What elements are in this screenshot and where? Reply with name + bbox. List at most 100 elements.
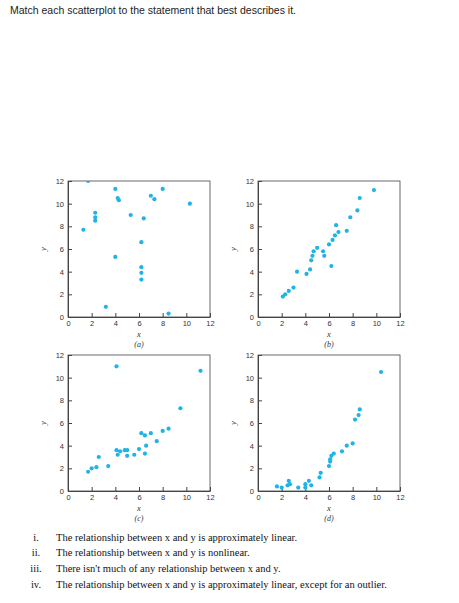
point: [114, 364, 118, 368]
point: [142, 216, 146, 220]
panel-caption: (d): [324, 514, 334, 523]
x-tick: 12: [396, 487, 404, 502]
statement-text: The relationship between x and y is appr…: [56, 532, 297, 543]
x-tick-mark: [329, 487, 330, 491]
points: [275, 370, 383, 490]
y-tick-mark: [68, 249, 72, 250]
y-tick-mark: [258, 400, 262, 401]
point: [332, 452, 336, 456]
point: [275, 484, 279, 488]
x-tick-label: 2: [90, 319, 94, 328]
x-tick-mark: [210, 487, 211, 491]
y-tick-mark: [68, 468, 72, 469]
y-tick-label: 6: [250, 245, 254, 254]
panel: 024681012024681012x(b)y: [228, 177, 405, 349]
y-tick: 0: [60, 487, 72, 496]
point: [113, 255, 117, 259]
x-tick-label: 4: [304, 319, 308, 328]
point: [94, 465, 98, 469]
x-tick-label: 4: [114, 493, 118, 502]
y-tick-mark: [258, 491, 262, 492]
point: [379, 370, 383, 374]
point: [178, 406, 182, 410]
y-tick-label: 8: [60, 222, 64, 231]
y-tick: 0: [250, 313, 262, 322]
statement-text: The relationship between x and y is appr…: [56, 579, 387, 590]
panel: 024681012024681012x(a)y: [38, 177, 215, 349]
y-tick-mark: [258, 226, 262, 227]
y-tick-mark: [68, 226, 72, 227]
plot-frame: [258, 355, 400, 491]
x-axis: 024681012: [66, 487, 214, 502]
x-tick-label: 0: [66, 319, 70, 328]
point: [355, 208, 359, 212]
x-tick-mark: [400, 487, 401, 491]
x-tick-mark: [210, 313, 211, 317]
x-tick-label: 6: [137, 493, 141, 502]
x-tick-label: 12: [396, 319, 404, 328]
x-tick: 2: [280, 313, 284, 328]
point: [291, 285, 295, 289]
point: [308, 267, 312, 271]
y-tick: 2: [60, 464, 72, 473]
x-tick-mark: [353, 487, 354, 491]
point: [322, 254, 326, 258]
y-axis-title: y: [228, 247, 238, 252]
x-axis: 024681012: [256, 487, 404, 502]
x-tick-label: 2: [280, 493, 284, 502]
point: [334, 223, 338, 227]
statement-number: ii.: [32, 547, 40, 558]
y-tick: 8: [60, 222, 72, 231]
y-tick-mark: [68, 317, 72, 318]
y-tick-mark: [258, 317, 262, 318]
x-tick-label: 2: [90, 493, 94, 502]
point: [139, 278, 143, 282]
panel-caption: (a): [134, 340, 144, 349]
point: [312, 249, 316, 253]
statement-number: i.: [33, 532, 39, 543]
statement-number: iv.: [31, 579, 41, 590]
x-tick-mark: [139, 487, 140, 491]
y-tick-mark: [68, 272, 72, 273]
point: [356, 413, 360, 417]
point: [345, 229, 349, 233]
y-axis: 024681012: [246, 177, 262, 322]
point: [152, 197, 156, 201]
y-tick: 6: [60, 245, 72, 254]
point: [327, 464, 331, 468]
y-tick: 4: [250, 442, 262, 451]
title: Match each scatterplot to the statement …: [10, 4, 296, 16]
y-tick: 10: [56, 200, 72, 209]
x-tick-label: 8: [351, 493, 355, 502]
x-tick-label: 8: [161, 493, 165, 502]
point: [125, 454, 129, 458]
point: [118, 449, 122, 453]
background: [0, 0, 459, 603]
y-tick-mark: [68, 204, 72, 205]
point: [317, 475, 321, 479]
x-tick: 4: [114, 487, 118, 502]
point: [309, 483, 313, 487]
y-tick-mark: [258, 378, 262, 379]
x-tick-label: 12: [396, 493, 404, 502]
y-tick-label: 8: [250, 396, 254, 405]
x-tick: 10: [183, 487, 191, 502]
point: [372, 188, 376, 192]
y-tick-label: 0: [60, 487, 64, 496]
point: [333, 233, 337, 237]
x-tick-mark: [376, 487, 377, 491]
x-axis-line: [69, 491, 211, 492]
x-tick: 2: [90, 487, 94, 502]
x-axis-title: x: [136, 329, 141, 339]
point: [97, 455, 101, 459]
point: [116, 453, 120, 457]
point: [149, 431, 153, 435]
y-axis-title: y: [228, 421, 238, 426]
y-tick-label: 6: [250, 419, 254, 428]
x-tick: 8: [351, 487, 355, 502]
y-tick-label: 6: [60, 419, 64, 428]
point: [340, 449, 344, 453]
y-tick: 8: [250, 222, 262, 231]
x-tick-label: 10: [183, 319, 191, 328]
point: [358, 407, 362, 411]
